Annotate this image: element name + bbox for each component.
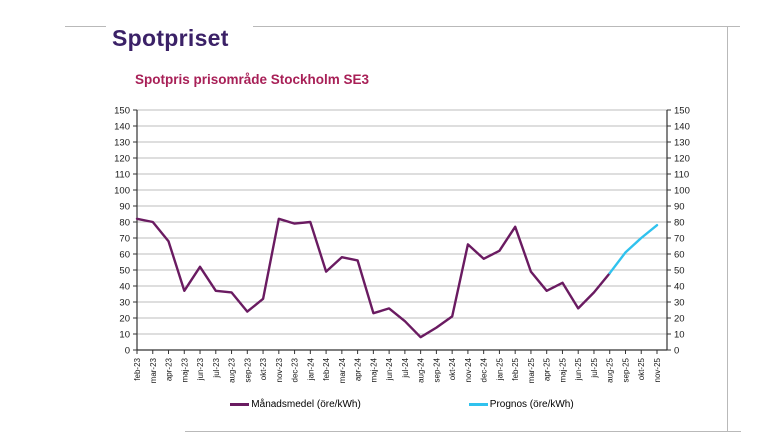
chart-legend: Månadsmedel (öre/kWh) Prognos (öre/kWh) (137, 399, 667, 410)
legend-item-monthly: Månadsmedel (öre/kWh) (230, 399, 361, 410)
y-axis-label-left: 50 (119, 266, 130, 277)
y-axis-label-left: 10 (119, 330, 130, 341)
y-axis-label-right: 10 (674, 330, 685, 341)
y-axis-label-right: 80 (674, 218, 685, 229)
x-axis-label: sep-24 (432, 357, 441, 382)
x-axis-label: maj-25 (558, 357, 567, 382)
y-axis-label-left: 150 (114, 106, 130, 117)
y-axis-label-right: 110 (674, 170, 689, 181)
x-axis-label: aug-24 (417, 357, 426, 382)
x-axis-label: feb-25 (511, 357, 520, 380)
y-axis-label-right: 150 (674, 106, 690, 117)
x-axis-label: jul-23 (212, 357, 221, 378)
monthly-line-swatch (230, 403, 250, 406)
x-axis-label: maj-24 (369, 357, 378, 382)
x-axis-label: okt-23 (259, 357, 268, 380)
y-axis-label-left: 60 (119, 250, 130, 261)
y-axis-label-left: 100 (114, 186, 130, 197)
x-axis-label: nov-23 (275, 357, 284, 382)
y-axis-label-right: 70 (674, 234, 685, 245)
y-axis-label-left: 110 (115, 170, 130, 181)
x-axis-label: mar-23 (149, 357, 158, 383)
x-axis-label: jan-25 (495, 357, 504, 381)
y-axis-label-left: 130 (114, 138, 130, 149)
x-axis-label: feb-23 (133, 357, 142, 380)
x-axis-label: feb-24 (322, 357, 331, 380)
x-axis-label: maj-23 (180, 357, 189, 382)
x-axis-label: nov-25 (653, 357, 662, 382)
forecast-line-swatch (468, 403, 488, 406)
decorative-line-right (727, 26, 728, 432)
decorative-line-top-right (253, 26, 740, 27)
chart-title: Spotpris prisområde Stockholm SE3 (135, 72, 370, 87)
y-axis-label-right: 130 (674, 138, 690, 149)
x-axis-label: nov-24 (464, 357, 473, 382)
y-axis-label-right: 140 (674, 122, 690, 133)
y-axis-label-left: 0 (125, 346, 130, 357)
x-axis-label: okt-24 (448, 357, 457, 380)
x-axis-label: sep-23 (243, 357, 252, 382)
x-axis-label: apr-23 (165, 357, 174, 381)
x-axis-label: apr-24 (354, 357, 363, 381)
x-axis-label: mar-25 (527, 357, 536, 383)
y-axis-label-right: 30 (674, 298, 685, 309)
decorative-line-bottom (185, 431, 741, 432)
x-axis-label: aug-23 (228, 357, 237, 382)
x-axis-label: dec-24 (480, 357, 489, 382)
y-axis-label-right: 40 (674, 282, 685, 293)
page-title: Spotpriset (112, 25, 229, 52)
y-axis-label-right: 0 (674, 346, 679, 357)
y-axis-label-right: 120 (674, 154, 690, 165)
y-axis-label-left: 80 (119, 218, 130, 229)
x-axis-label: jun-24 (385, 357, 394, 381)
y-axis-label-right: 20 (674, 314, 685, 325)
y-axis-label-left: 40 (119, 282, 130, 293)
x-axis-label: jul-24 (401, 357, 410, 378)
x-axis-label: okt-25 (637, 357, 646, 380)
legend-label-monthly: Månadsmedel (öre/kWh) (251, 399, 361, 410)
x-axis-label: sep-25 (621, 357, 630, 382)
legend-item-forecast: Prognos (öre/kWh) (468, 399, 574, 410)
x-axis-label: jun-23 (196, 357, 205, 381)
legend-label-forecast: Prognos (öre/kWh) (489, 399, 574, 410)
y-axis-label-left: 30 (119, 298, 130, 309)
decorative-line-top-left (65, 26, 106, 27)
y-axis-label-left: 120 (114, 154, 130, 165)
x-axis-label: apr-25 (543, 357, 552, 381)
monthly-average-line (135, 217, 611, 339)
y-axis-label-right: 90 (674, 202, 685, 213)
x-axis-label: jul-25 (590, 357, 599, 378)
y-axis-label-right: 50 (674, 266, 685, 277)
x-axis-label: jan-24 (306, 357, 315, 381)
forecast-line (608, 223, 659, 275)
y-axis-label-left: 90 (119, 202, 130, 213)
x-axis-label: jun-25 (574, 357, 583, 381)
y-axis-label-right: 60 (674, 250, 685, 261)
y-axis-label-right: 100 (674, 186, 690, 197)
y-axis-label-left: 20 (119, 314, 130, 325)
x-axis-label: mar-24 (338, 357, 347, 383)
x-axis-label: dec-23 (291, 357, 300, 382)
x-axis-label: aug-25 (606, 357, 615, 382)
y-axis-label-left: 140 (114, 122, 130, 133)
y-axis-label-left: 70 (119, 234, 130, 245)
